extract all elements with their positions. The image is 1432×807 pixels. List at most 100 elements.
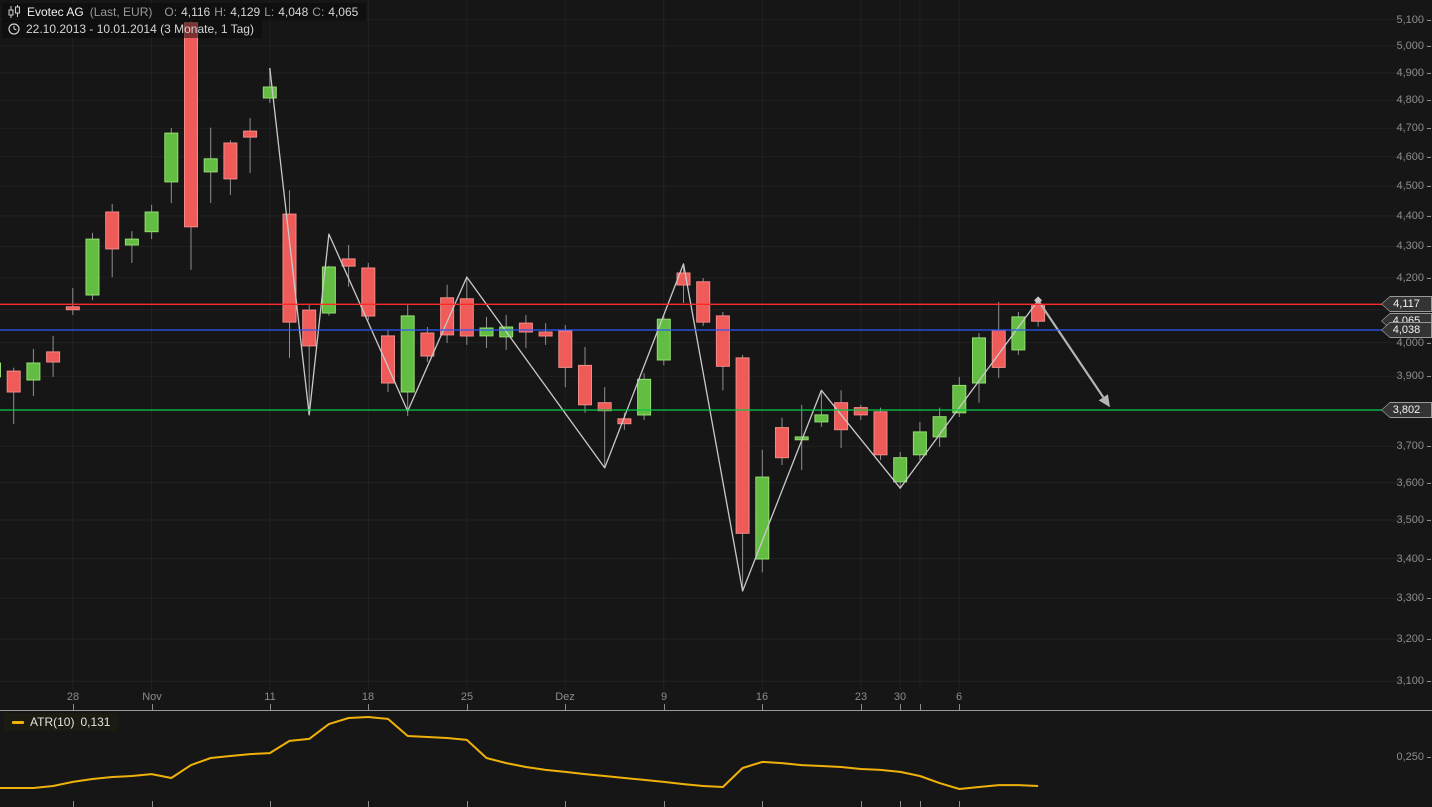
candle-12.11.[interactable] xyxy=(282,213,297,323)
candle-28.11.[interactable] xyxy=(518,322,533,333)
candle-17.12.[interactable] xyxy=(775,427,789,459)
price-tick-mark xyxy=(1427,681,1431,682)
date-range-control[interactable]: 22.10.2013 - 10.01.2014 (3 Monate, 1 Tag… xyxy=(2,20,262,38)
candle-01.11.[interactable] xyxy=(144,211,159,233)
candle-20.12.[interactable] xyxy=(834,402,849,431)
atr-indicator-legend[interactable]: ATR(10) 0,131 xyxy=(4,713,119,731)
candle-29.10.[interactable] xyxy=(85,238,100,296)
price-tick-mark xyxy=(1427,246,1431,247)
price-tick-label: 5,100 xyxy=(1396,14,1424,26)
price-tick-label: 3,900 xyxy=(1396,370,1424,382)
candle-13.11.[interactable] xyxy=(302,309,317,347)
candle-29.11.[interactable] xyxy=(538,331,553,337)
candle-15.11.[interactable] xyxy=(341,258,356,267)
time-tick-mark-bottom xyxy=(959,801,960,807)
high-label: H: xyxy=(214,5,227,19)
resistance-line-tag: 4,117 xyxy=(1381,296,1432,312)
time-tick-label: 23 xyxy=(854,691,868,703)
instrument-legend[interactable]: Evotec AG (Last, EUR) O: 4,116 H: 4,129 … xyxy=(2,3,367,21)
candle-25.10.[interactable] xyxy=(46,351,61,363)
price-tick-label: 4,200 xyxy=(1396,272,1424,284)
time-tick-mark xyxy=(152,704,153,710)
time-tick-label: 25 xyxy=(460,691,474,703)
forecast-arrowhead-icon xyxy=(1098,394,1110,408)
pane-divider[interactable] xyxy=(0,710,1432,711)
candle-23.10.[interactable] xyxy=(6,370,21,393)
candle-07.11.[interactable] xyxy=(223,142,238,180)
atr-color-swatch-icon xyxy=(12,720,24,724)
price-tick-mark xyxy=(1427,278,1431,279)
candle-06.11.[interactable] xyxy=(203,158,218,173)
candle-09.01.[interactable] xyxy=(1011,316,1026,351)
candle-03.12.[interactable] xyxy=(578,364,592,406)
candle-02.01.[interactable] xyxy=(912,431,927,456)
price-tick-mark xyxy=(1427,216,1431,217)
candle-24.10.[interactable] xyxy=(26,362,41,381)
candle-20.11.[interactable] xyxy=(400,315,415,393)
candle-22.10.[interactable] xyxy=(0,362,1,378)
time-tick-mark xyxy=(565,704,566,710)
candle-03.01.[interactable] xyxy=(932,416,947,438)
candle-12.12.[interactable] xyxy=(715,315,730,367)
candle-04.12.[interactable] xyxy=(597,402,612,412)
price-tick-mark xyxy=(1427,186,1431,187)
forecast-line[interactable] xyxy=(1037,299,1105,398)
atr-line[interactable] xyxy=(0,716,1039,790)
time-tick-mark xyxy=(861,704,862,710)
time-tick-mark xyxy=(467,704,468,710)
time-tick-label: 18 xyxy=(361,691,375,703)
candle-11.12.[interactable] xyxy=(696,281,711,323)
candle-25.11.[interactable] xyxy=(459,298,474,337)
candle-22.11.[interactable] xyxy=(440,297,455,336)
time-tick-mark xyxy=(73,704,74,710)
candle-05.11.[interactable] xyxy=(184,22,198,228)
pivot-line-tag-label: 4,038 xyxy=(1382,323,1431,337)
candle-26.11.[interactable] xyxy=(479,327,494,337)
candle-04.11.[interactable] xyxy=(164,132,179,183)
time-tick-label: Dez xyxy=(555,691,575,703)
time-tick-mark xyxy=(920,704,921,710)
open-value: 4,116 xyxy=(181,5,211,19)
candle-28.10.[interactable] xyxy=(65,306,80,311)
candle-21.11.[interactable] xyxy=(420,332,435,357)
candle-02.12.[interactable] xyxy=(558,330,573,368)
candle-19.11.[interactable] xyxy=(381,335,395,384)
zigzag-apex-marker-icon xyxy=(1034,296,1043,305)
time-tick-label: 6 xyxy=(955,691,963,703)
candle-27.12.[interactable] xyxy=(873,411,888,456)
candle-11.11.[interactable] xyxy=(262,86,277,99)
price-tick-mark xyxy=(1427,520,1431,521)
low-label: L: xyxy=(264,5,275,19)
candle-19.12.[interactable] xyxy=(814,414,829,423)
price-tick-mark xyxy=(1427,157,1431,158)
price-tick-label: 3,100 xyxy=(1396,675,1424,687)
price-tick-label: 3,400 xyxy=(1396,553,1424,565)
time-tick-mark xyxy=(959,704,960,710)
price-tick-mark xyxy=(1427,46,1431,47)
price-tick-label: 4,700 xyxy=(1396,122,1424,134)
price-tick-mark xyxy=(1427,128,1431,129)
zigzag-line[interactable] xyxy=(269,67,1039,592)
candle-07.01.[interactable] xyxy=(972,337,986,384)
price-tick-mark xyxy=(1427,446,1431,447)
time-tick-label: 28 xyxy=(66,691,80,703)
candle-31.10.[interactable] xyxy=(124,238,139,246)
candle-06.12.[interactable] xyxy=(637,378,652,416)
candle-05.12.[interactable] xyxy=(617,418,632,425)
support-line-tag-label: 3,802 xyxy=(1382,403,1431,417)
time-tick-mark xyxy=(368,704,369,710)
price-tick-label: 4,400 xyxy=(1396,210,1424,222)
candle-30.10.[interactable] xyxy=(105,211,120,250)
time-tick-mark-bottom xyxy=(152,801,153,807)
pivot-line-tag: 4,038 xyxy=(1381,322,1432,338)
candle-08.11.[interactable] xyxy=(243,130,258,138)
candle-13.12.[interactable] xyxy=(735,357,750,534)
candle-30.12.[interactable] xyxy=(893,457,908,483)
resistance-line-tag-label: 4,117 xyxy=(1382,297,1431,311)
support-line-tag: 3,802 xyxy=(1381,402,1432,418)
candle-23.12.[interactable] xyxy=(853,407,868,416)
candle-18.11.[interactable] xyxy=(361,267,376,317)
time-tick-mark-bottom xyxy=(762,801,763,807)
candle-16.12.[interactable] xyxy=(755,476,770,560)
